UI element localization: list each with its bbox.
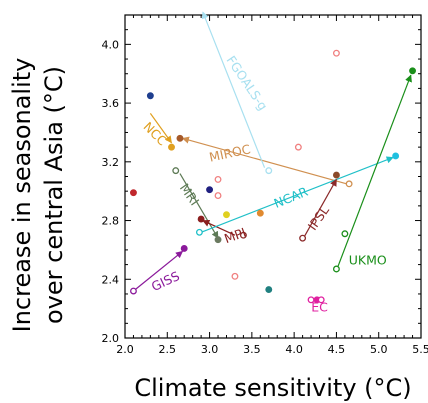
x-tick-label: 3.0: [201, 343, 219, 356]
data-point: [180, 244, 188, 252]
data-point: [176, 134, 184, 142]
arrow-layer: [133, 11, 412, 292]
data-point: [317, 296, 325, 304]
x-tick-label: 5.0: [370, 343, 388, 356]
data-point: [231, 272, 239, 280]
axes: 2.0 2.5 3.0 3.5 4.0 4.5 5.0 5.5 2.0 2.4 2.8 3.2 3.6 4…: [102, 14, 428, 356]
data-point: [239, 231, 247, 239]
data-point: [265, 286, 273, 293]
y-tick-label: 3.2: [102, 156, 120, 169]
arrow-miroc: [181, 136, 347, 185]
label-ncar: NCAR: [272, 184, 311, 211]
data-point: [206, 186, 214, 194]
label-ukmo: UKMO: [349, 253, 387, 268]
data-point: [214, 236, 222, 244]
x-tick-label: 5.5: [412, 343, 428, 356]
data-point: [332, 49, 340, 57]
data-point: [197, 215, 205, 223]
data-point: [332, 265, 340, 273]
x-tick-label: 4.0: [285, 343, 303, 356]
x-tick-label: 2.5: [159, 343, 177, 356]
y-tick-label: 2.8: [102, 215, 120, 228]
data-point: [256, 209, 264, 217]
arrow-giss: [133, 250, 184, 292]
arrow-fgoals-g: [201, 11, 266, 168]
y-tick-label: 3.6: [102, 97, 120, 110]
data-point: [168, 143, 175, 151]
data-point: [172, 167, 180, 175]
y-tick-label: 2.0: [102, 332, 120, 345]
data-point: [265, 167, 273, 175]
data-point: [341, 230, 349, 238]
y-tick-label: 4.0: [102, 38, 120, 51]
arrow-ncar: [200, 156, 394, 233]
data-point: [214, 192, 222, 200]
x-tick-label: 3.5: [243, 343, 261, 356]
label-ncc: NCC: [140, 119, 170, 149]
y-axis-title-line1: Increase in seasonality: [8, 58, 36, 333]
arrow-ukmo: [337, 74, 412, 267]
data-point: [392, 152, 400, 160]
arrow-ncc: [149, 113, 173, 144]
x-tick-label: 4.5: [328, 343, 346, 356]
y-tick-label: 2.4: [102, 273, 120, 286]
label-ec: EC: [311, 300, 328, 315]
label-miroc: MIROC: [208, 141, 252, 164]
data-point: [409, 67, 416, 75]
arrow-mri: [179, 173, 219, 239]
arrow-mpi: [202, 219, 236, 236]
data-point: [130, 287, 137, 295]
label-giss: GISS: [149, 268, 182, 294]
data-point: [299, 234, 307, 242]
x-tick-label: 2.0: [116, 343, 134, 356]
y-axis-title-line2: over central Asia (°C): [40, 66, 68, 324]
plot-frame: [124, 14, 422, 339]
data-point: [345, 180, 353, 188]
label-mpi: MPI: [222, 225, 248, 247]
data-point: [294, 143, 302, 151]
data-point: [332, 171, 340, 179]
points-layer: [130, 49, 416, 304]
data-point: [146, 92, 154, 100]
data-point: [195, 228, 203, 236]
data-point: [223, 211, 230, 219]
arrow-ipsl: [303, 178, 337, 237]
data-point: [130, 189, 137, 197]
x-axis-title: Climate sensitivity (°C): [134, 374, 411, 402]
data-point: [214, 175, 222, 183]
